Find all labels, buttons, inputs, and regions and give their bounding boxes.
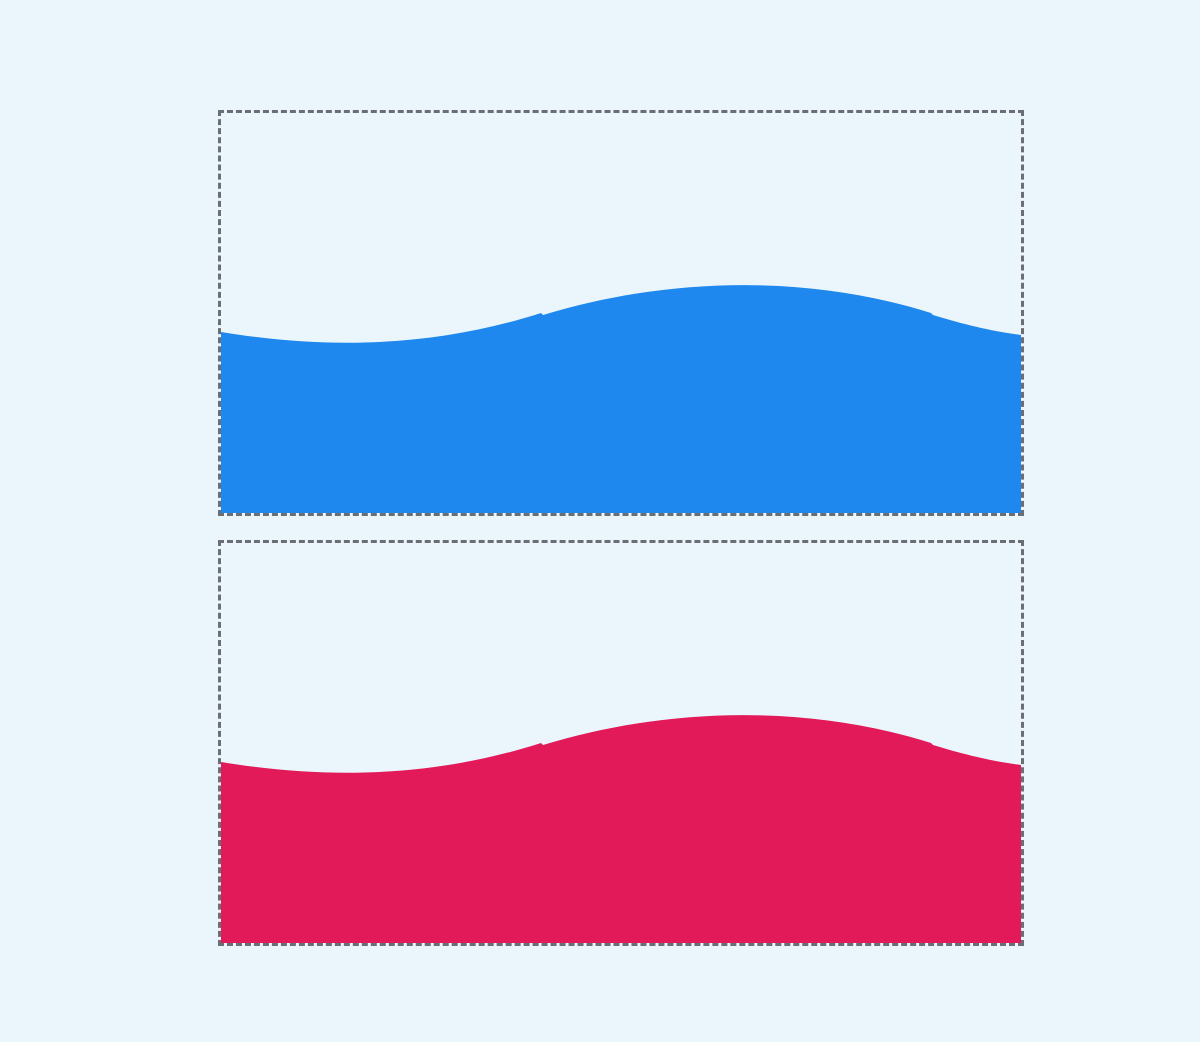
wave-shape-bottom — [221, 715, 1021, 943]
wave-panel-bottom — [218, 540, 1024, 946]
wave-graphic-top — [221, 285, 1021, 513]
wave-graphic-bottom — [221, 715, 1021, 943]
wave-panel-top — [218, 110, 1024, 516]
wave-shape-top — [221, 285, 1021, 513]
